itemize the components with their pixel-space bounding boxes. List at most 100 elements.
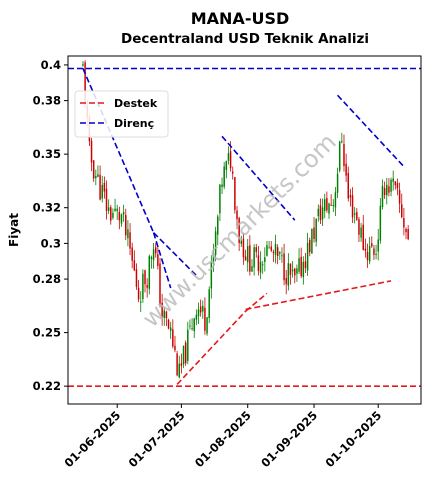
y-tick-label: 0.3 [41,236,61,250]
candle-body [112,212,114,218]
candle-body [338,141,341,171]
candle-body [107,207,110,211]
candle-body [268,247,270,249]
candle-body [317,208,320,217]
candle-body [142,273,144,300]
candle-body [306,242,309,271]
candle-body [122,212,125,215]
candle-body [309,239,311,253]
candle-body [150,257,153,259]
candle-body [259,261,262,273]
candle-body [191,328,193,330]
candle-body [315,219,317,242]
candle-body [127,229,129,239]
candle-body [291,269,294,272]
candle-body [249,245,251,272]
candle-body [90,140,93,163]
candle-body [157,254,159,266]
candle-body [257,255,260,271]
candle-body [358,219,360,235]
candle-body [279,252,281,254]
candle-body [217,216,219,235]
legend-label-resistance: Direnç [114,117,154,130]
candle-body [405,228,407,233]
candle-body [375,253,377,255]
candle-body [199,306,202,313]
candle-body [353,213,356,215]
candle-body [266,245,268,256]
candle-body [379,205,382,241]
candle-body [210,261,213,289]
candle-body [238,218,240,244]
support-line [245,280,392,311]
candle-body [244,256,247,261]
resistance-line [153,232,197,277]
chart-subtitle: Decentraland USD Teknik Analizi [121,31,369,47]
y-axis-label: Fiyat [7,213,21,247]
candle-body [144,270,146,285]
candle-body [137,287,140,300]
candle-body [133,260,136,271]
candle-body [304,261,307,269]
candle-body [103,182,106,192]
resistance-line [336,94,405,168]
candle-body [281,255,283,257]
candle-body [287,263,290,286]
candle-body [139,301,142,303]
candle-body [364,248,367,251]
candle-body [334,192,337,208]
candle-body [345,163,347,176]
candle-body [360,227,362,238]
candle-body [272,251,275,253]
resistance-line [221,135,296,221]
candle-body [332,204,335,206]
y-axis: 0.22 0.25 0.28 0.3 0.32 0.35 0.38 0.4 [33,58,68,393]
candle-body [403,218,405,228]
legend-label-support: Destek [114,97,158,110]
candle-body [234,177,236,210]
candle-body [172,329,174,347]
candle-body [362,224,364,250]
candle-body [356,212,358,220]
candle-body [84,62,86,105]
candle-body [251,266,253,272]
y-tick-label: 0.22 [33,379,61,393]
candle-body [118,211,121,221]
candle-body [349,195,352,198]
candle-body [351,195,354,218]
candle-body [242,238,245,258]
candle-body [116,208,118,212]
candle-body [129,232,131,249]
candle-body [193,318,195,332]
candle-body [236,210,238,220]
candle-body [328,203,330,214]
candle-body [176,353,178,376]
candle-body [270,246,272,251]
candle-body [276,247,279,257]
candle-body [208,289,210,318]
candle-body [298,258,300,272]
candle-body [294,268,296,276]
candle-body [187,329,189,361]
candle-body [204,307,206,331]
candle-body [392,178,394,182]
candle-body [400,204,403,218]
candle-body [330,204,332,206]
candle-body [231,171,234,174]
candle-body [300,256,302,277]
y-tick-label: 0.4 [41,58,61,72]
candle-body [381,185,384,207]
candle-body [398,189,401,204]
candle-body [227,153,230,161]
y-tick-label: 0.25 [33,326,61,340]
candle-body [184,342,187,364]
candle-body [174,345,176,351]
y-tick-label: 0.35 [33,147,61,161]
candle-body [289,263,292,275]
candle-body [341,141,343,143]
candle-body [383,188,386,196]
candle-body [99,174,101,200]
candle-body [285,278,287,285]
candle-body [373,248,375,255]
